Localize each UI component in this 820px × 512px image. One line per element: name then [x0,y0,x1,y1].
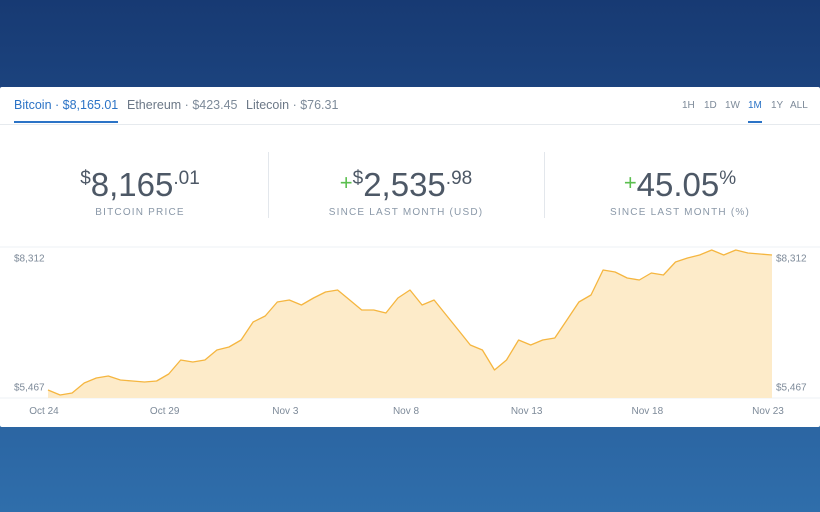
stat: +$2,535.98 SINCE LAST MONTH (USD) [272,159,540,218]
whole: 2,535 [363,166,446,203]
fraction: .01 [173,168,200,189]
price-chart: $5,467 $5,467 $8,312 $8,312 Oct 24 Oct 29 Nov … [0,246,820,417]
y-tick-label: $8,312 [14,254,45,265]
range-button[interactable]: 1H [682,100,695,111]
stat: $8,165.01 BITCOIN PRICE [6,159,274,218]
x-tick-label: Nov 8 [393,406,420,417]
x-tick-label: Nov 18 [631,406,663,417]
sign: + [339,170,353,195]
price-line [47,249,773,396]
range-button[interactable]: 1W [725,100,740,111]
divider [268,152,269,218]
y-tick-label: $5,467 [776,383,807,394]
tab-name: Ethereum [127,98,182,112]
tab-price: $8,165.01 [62,98,119,112]
unit: % [719,168,737,189]
sign: + [623,170,637,195]
stat-value: +45.05% [546,159,814,205]
range-button[interactable]: ALL [790,100,808,111]
x-tick-label: Nov 13 [511,406,543,417]
tab[interactable]: Litecoin · $76.31 [246,98,339,112]
tab-bar: Bitcoin · $8,165.01 Ethereum · $423.45 L… [0,87,820,125]
tab-name: Bitcoin [14,98,52,112]
tab-price: $423.45 [192,98,238,112]
divider [544,152,545,218]
x-tick-label: Oct 24 [29,406,59,417]
whole: 8,165 [90,166,174,203]
area-fill [48,250,772,398]
tab-price: $76.31 [300,98,339,112]
x-tick-label: Nov 23 [752,406,784,417]
price-card: Bitcoin · $8,165.01 Ethereum · $423.45 L… [0,87,820,427]
whole: 45.05 [636,166,720,203]
y-tick-label: $8,312 [776,254,807,265]
range-button[interactable]: 1Y [771,100,784,111]
stat-label: SINCE LAST MONTH (USD) [328,207,484,218]
x-tick-label: Oct 29 [150,406,180,417]
stat-value: $8,165.01 [6,159,274,205]
stat-label: BITCOIN PRICE [95,207,185,218]
stat: +45.05% SINCE LAST MONTH (%) [546,159,814,218]
range-button[interactable]: 1D [704,100,717,111]
tab-name: Litecoin [246,98,290,112]
tab[interactable]: Bitcoin · $8,165.01 [14,98,119,123]
range-button[interactable]: 1M [748,100,762,123]
fraction: .98 [445,168,473,189]
x-tick-label: Nov 3 [272,406,299,417]
tab[interactable]: Ethereum · $423.45 [127,98,238,112]
stat-value: +$2,535.98 [272,159,540,205]
currency: $ [352,168,364,189]
y-tick-label: $5,467 [14,383,45,394]
currency: $ [80,168,91,189]
stat-label: SINCE LAST MONTH (%) [610,207,750,218]
